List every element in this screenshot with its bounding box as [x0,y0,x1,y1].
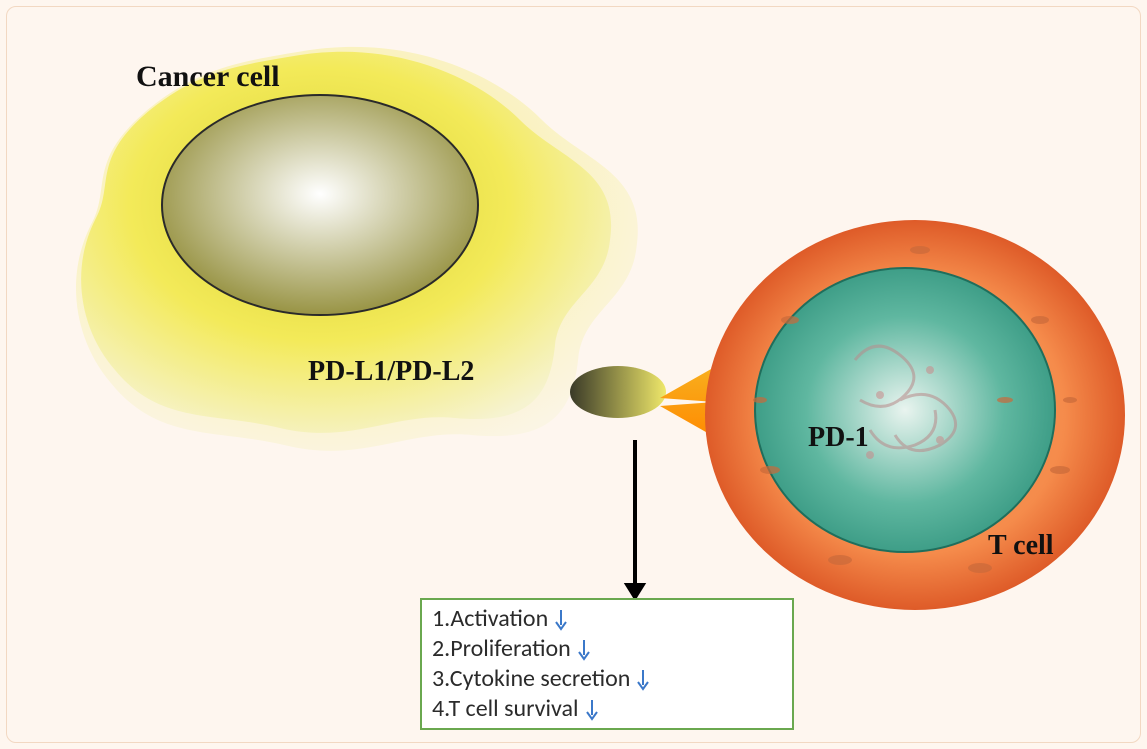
down-arrow-icon [585,699,599,721]
pd1-label: PD-1 [808,422,869,454]
down-arrow-icon [577,639,591,661]
effects-row-number: 2. [432,634,450,663]
down-arrow-icon [554,609,568,631]
effects-row-number: 1. [432,604,450,633]
diagram-canvas: Cancer cell PD-L1/PD-L2 PD-1 T cell 1.Ac… [0,0,1147,749]
pdl-label: PD-L1/PD-L2 [308,356,474,388]
effects-row: 1.Activation [432,604,782,634]
down-arrow-icon [636,669,650,691]
effects-row: 2.Proliferation [432,634,782,664]
effects-row-text: Cytokine secretion [450,664,631,693]
effects-row: 4.T cell survival [432,694,782,724]
effects-row-text: Activation [450,604,548,633]
tcell-label: T cell [988,530,1054,562]
effects-row: 3.Cytokine secretion [432,664,782,694]
effects-row-number: 3. [432,664,450,693]
cancer-cell-label: Cancer cell [136,60,280,94]
effects-row-text: Proliferation [450,634,571,663]
effects-box: 1.Activation 2.Proliferation 3.Cytokine … [420,598,794,730]
effects-row-number: 4. [432,694,448,723]
effects-row-text: T cell survival [448,694,578,723]
